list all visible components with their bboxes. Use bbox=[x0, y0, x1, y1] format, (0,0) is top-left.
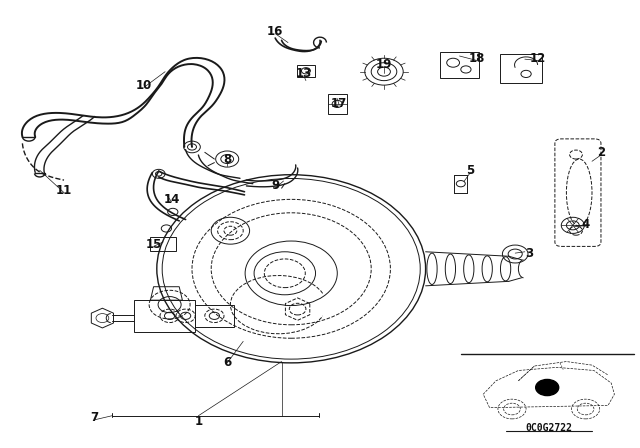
Text: 11: 11 bbox=[56, 184, 72, 197]
Text: 9: 9 bbox=[271, 179, 279, 193]
Text: 13: 13 bbox=[296, 67, 312, 81]
Text: 15: 15 bbox=[145, 237, 162, 251]
Text: 10: 10 bbox=[136, 78, 152, 92]
Text: 0C0G2722: 0C0G2722 bbox=[525, 423, 573, 433]
Text: 3: 3 bbox=[525, 246, 533, 260]
Text: 1: 1 bbox=[195, 414, 202, 428]
Text: 8: 8 bbox=[223, 152, 231, 166]
Text: 14: 14 bbox=[163, 193, 180, 206]
Text: 6: 6 bbox=[223, 356, 231, 370]
Text: 4: 4 bbox=[582, 217, 589, 231]
Text: 19: 19 bbox=[376, 58, 392, 72]
Text: 5: 5 bbox=[467, 164, 474, 177]
Circle shape bbox=[536, 379, 559, 396]
Text: 7: 7 bbox=[91, 411, 99, 424]
Text: 12: 12 bbox=[529, 52, 546, 65]
Text: 18: 18 bbox=[468, 52, 485, 65]
Text: 16: 16 bbox=[267, 25, 284, 38]
Text: 17: 17 bbox=[331, 96, 348, 110]
Text: 2: 2 bbox=[598, 146, 605, 159]
